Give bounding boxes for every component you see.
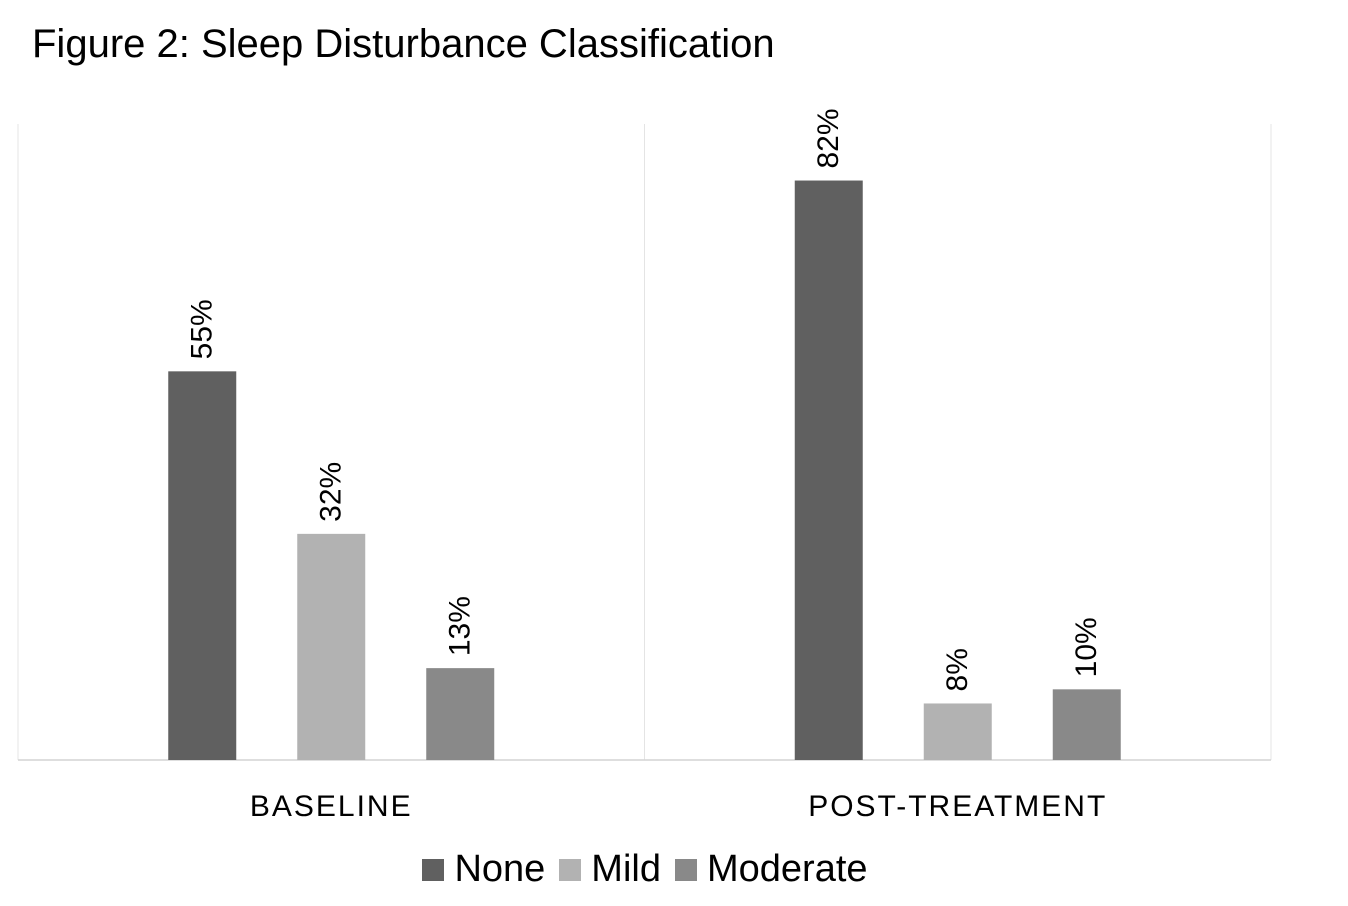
data-label: 13%: [444, 596, 477, 656]
data-label-group: 55% 32% 13% 82% 8% 10%: [186, 108, 1104, 691]
bar-group: [168, 180, 1121, 761]
bar-moderate-post-treatment: [1052, 689, 1121, 760]
category-label: BASELINE: [250, 790, 413, 823]
chart-title: Figure 2: Sleep Disturbance Classificati…: [32, 22, 775, 66]
bar-moderate-baseline: [426, 668, 495, 760]
legend: None Mild Moderate: [0, 848, 1290, 891]
bar-none-post-treatment: [794, 180, 863, 761]
category-label-group: BASELINE POST-TREATMENT: [250, 790, 1107, 823]
legend-swatch: [422, 858, 445, 881]
data-label: 10%: [1070, 617, 1103, 677]
legend-item-moderate: Moderate: [674, 848, 868, 891]
legend-item-mild: Mild: [559, 848, 661, 891]
legend-swatch: [559, 858, 582, 881]
legend-item-none: None: [422, 848, 545, 891]
data-label: 55%: [186, 299, 219, 359]
data-label: 82%: [812, 108, 845, 168]
data-label: 8%: [941, 648, 974, 691]
legend-label: None: [454, 848, 546, 890]
bar-mild-post-treatment: [923, 703, 992, 760]
bar-none-baseline: [168, 371, 237, 760]
legend-swatch: [674, 858, 697, 881]
bar-mild-baseline: [297, 533, 366, 760]
data-label: 32%: [315, 462, 348, 522]
legend-label: Moderate: [706, 848, 868, 890]
legend-label: Mild: [591, 848, 661, 890]
category-label: POST-TREATMENT: [808, 790, 1107, 823]
